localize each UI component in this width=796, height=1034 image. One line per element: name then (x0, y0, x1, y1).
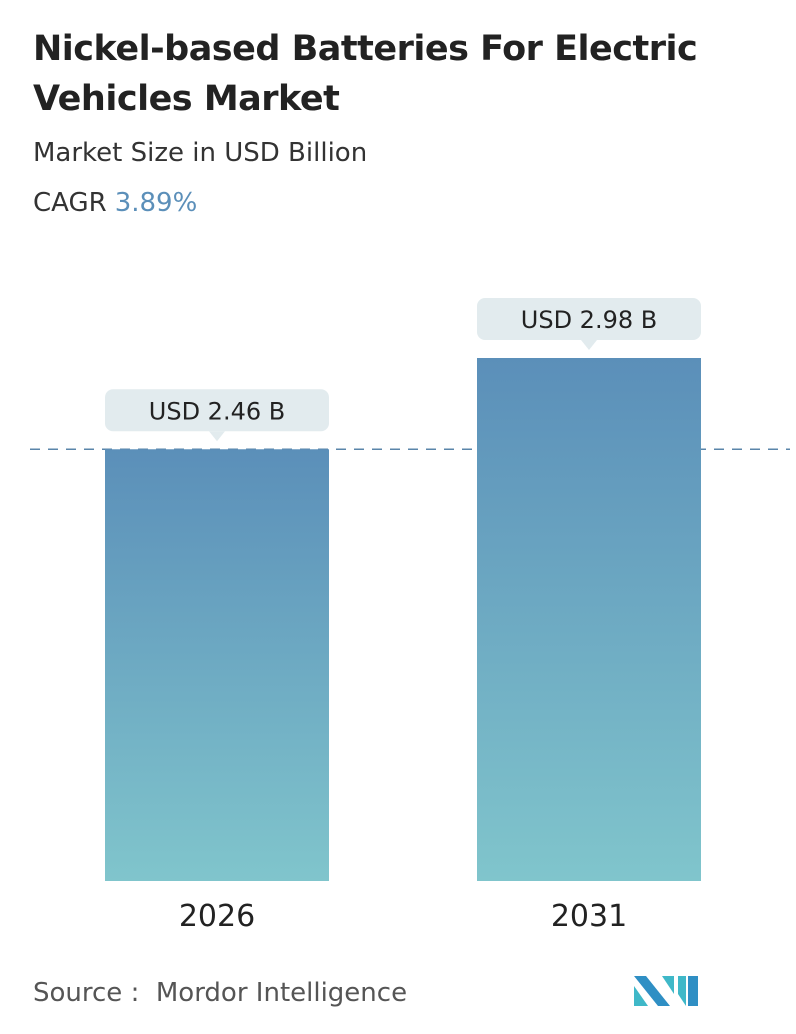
chart-subtitle: Market Size in USD Billion (33, 138, 368, 168)
data-label: USD 2.98 B (521, 306, 657, 334)
data-label-pointer (209, 431, 225, 442)
data-label-pointer (581, 340, 597, 350)
bar-2031 (477, 358, 701, 881)
cagr-label: CAGR (33, 188, 107, 218)
x-tick-label: 2031 (551, 899, 627, 934)
page-title: Nickel-based Batteries For Electric Vehi… (33, 29, 698, 119)
x-tick-label: 2026 (179, 899, 255, 934)
data-label: USD 2.46 B (149, 397, 285, 425)
source-value: Mordor Intelligence (155, 978, 408, 1008)
data-label-bubble (105, 389, 329, 432)
cagr: CAGR 3.89% (33, 188, 197, 218)
bar-chart: USD 2.46 B 2026 USD 2.98 B 2031 (30, 298, 790, 934)
bar-2026 (105, 449, 329, 881)
source: Source : Mordor Intelligence (33, 978, 407, 1008)
cagr-value: 3.89% (114, 188, 198, 218)
source-label: Source : (33, 978, 140, 1008)
mordor-intelligence-logo (634, 976, 698, 1006)
data-label-bubble (477, 298, 701, 340)
